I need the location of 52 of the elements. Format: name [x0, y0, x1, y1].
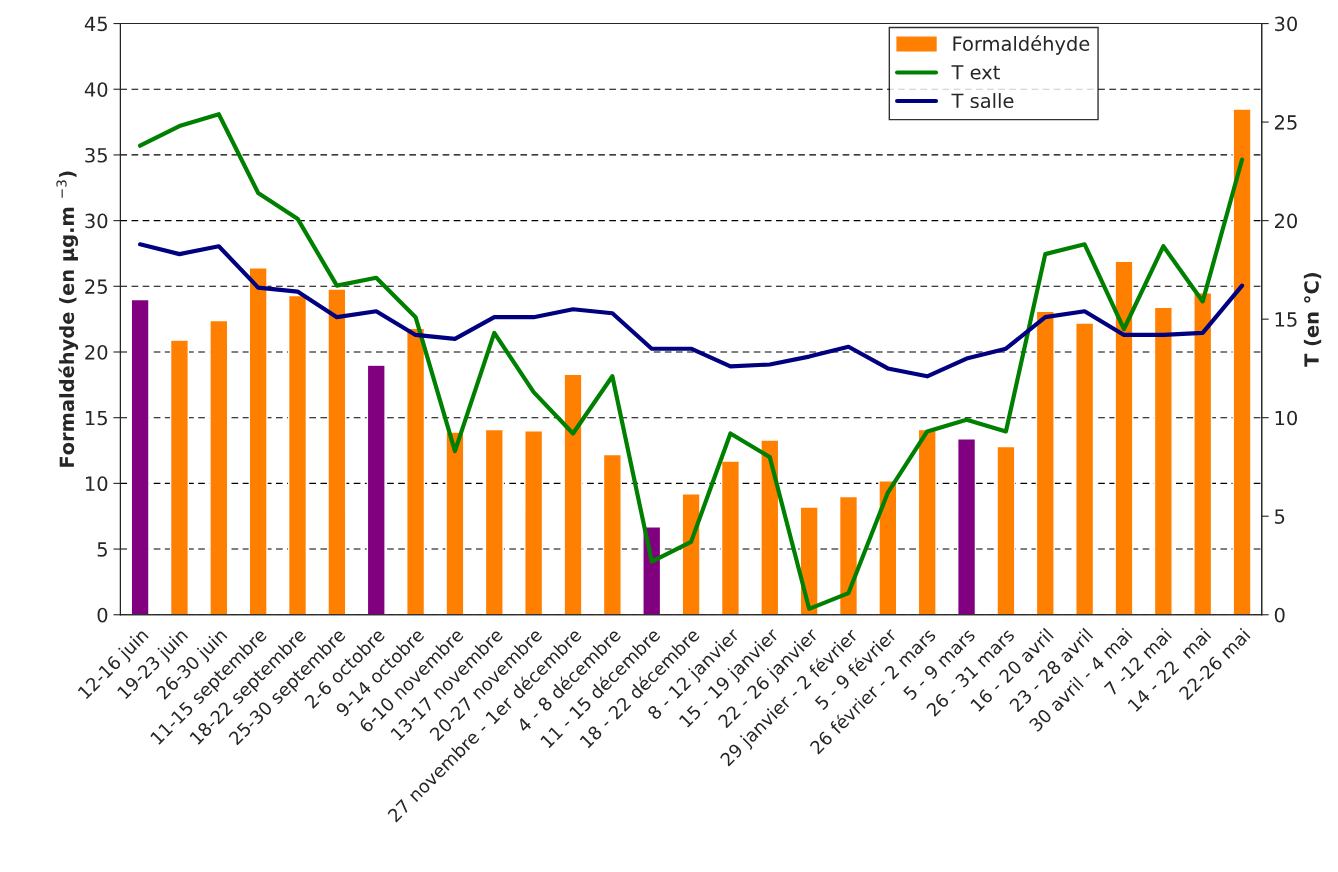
bar	[130, 298, 150, 615]
y2-tick-label: 0	[1274, 607, 1285, 623]
bar	[524, 430, 544, 615]
y2-tick-label: 25	[1274, 115, 1297, 130]
bar	[602, 453, 622, 615]
y2-tick-label: 5	[1275, 509, 1285, 524]
y-tick-label: 20	[85, 344, 108, 360]
legend-label: T ext	[951, 65, 1000, 80]
bar	[720, 460, 740, 615]
bar	[366, 364, 386, 615]
bar	[799, 506, 819, 615]
legend-label: Formaldéhyde	[953, 35, 1090, 55]
bar	[1232, 108, 1252, 615]
bar	[838, 495, 859, 615]
bar	[327, 288, 347, 615]
bar	[681, 493, 701, 615]
y-tick-label: 5	[97, 542, 107, 557]
line-series	[138, 242, 1245, 379]
bar	[1075, 322, 1095, 615]
y-tick-label: 10	[86, 476, 108, 492]
y-tick-label: 0	[97, 607, 108, 623]
bar	[917, 428, 937, 615]
bar	[563, 373, 583, 615]
y-tick-label: 40	[84, 82, 108, 97]
bar	[1193, 292, 1213, 615]
y2-tick-label: 20	[1274, 213, 1297, 229]
y-tick-label: 35	[85, 147, 107, 163]
bar	[996, 445, 1016, 615]
bar	[1114, 260, 1134, 615]
bar	[287, 294, 308, 615]
bar	[760, 439, 780, 615]
y-tick-label: 25	[85, 279, 107, 294]
y-axis-title: Formaldéhyde (en µg.m $^{−3}$)	[56, 171, 79, 467]
line-series	[138, 112, 1245, 611]
y2-tick-label: 30	[1275, 16, 1297, 32]
y-tick-label: 15	[86, 410, 107, 426]
y2-tick-label: 15	[1275, 312, 1297, 327]
bar	[484, 428, 504, 615]
bar	[1035, 310, 1055, 615]
bar	[406, 327, 426, 615]
bar	[209, 319, 229, 615]
bar	[1153, 306, 1173, 615]
y2-axis-title: T (en °C)	[1303, 273, 1322, 367]
y-tick-label: 30	[85, 213, 108, 229]
legend-label: T salle	[951, 93, 1014, 109]
y-tick-label: 45	[84, 16, 107, 32]
y2-tick-label: 10	[1275, 410, 1297, 426]
bar	[169, 339, 190, 615]
bar	[957, 438, 977, 615]
bar	[878, 480, 898, 615]
bar	[248, 267, 268, 615]
bar	[445, 431, 465, 615]
